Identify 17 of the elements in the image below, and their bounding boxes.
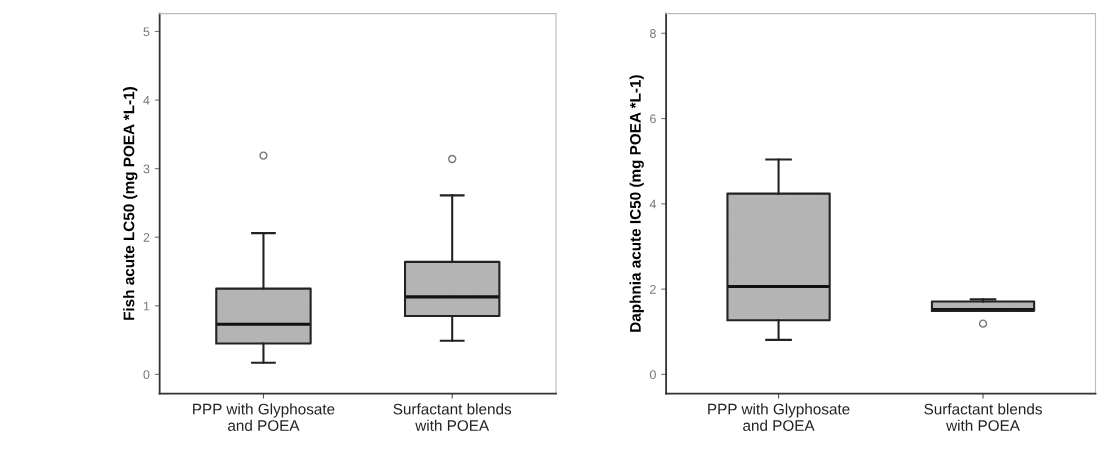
- y-tick-label: 3: [143, 164, 150, 174]
- y-tick-label: 8: [649, 29, 656, 38]
- y-tick-label: 0: [649, 370, 656, 380]
- y-axis-title: Fish acute LC50 (mg POEA *L-1): [123, 87, 138, 320]
- y-tick-label: 1: [143, 301, 150, 311]
- y-tick-label: 0: [143, 370, 150, 380]
- x-tick-label: Surfactant blends with POEA: [393, 403, 512, 431]
- y-tick-label: 5: [143, 27, 150, 37]
- y-tick-label: 4: [143, 95, 150, 105]
- y-tick-label: 6: [650, 114, 656, 124]
- y-tick-label: 2: [650, 284, 656, 294]
- x-tick-label: PPP with Glyphosate and POEA: [708, 403, 850, 431]
- x-tick-label: PPP with Glyphosate and POEA: [193, 403, 335, 431]
- y-tick-label: 4: [649, 199, 657, 209]
- x-tick-label: Surfactant blends with POEA: [924, 403, 1042, 431]
- y-axis-title: Daphnia acute IC50 (mg POEA *L-1): [629, 75, 644, 332]
- y-tick-label: 2: [143, 233, 150, 242]
